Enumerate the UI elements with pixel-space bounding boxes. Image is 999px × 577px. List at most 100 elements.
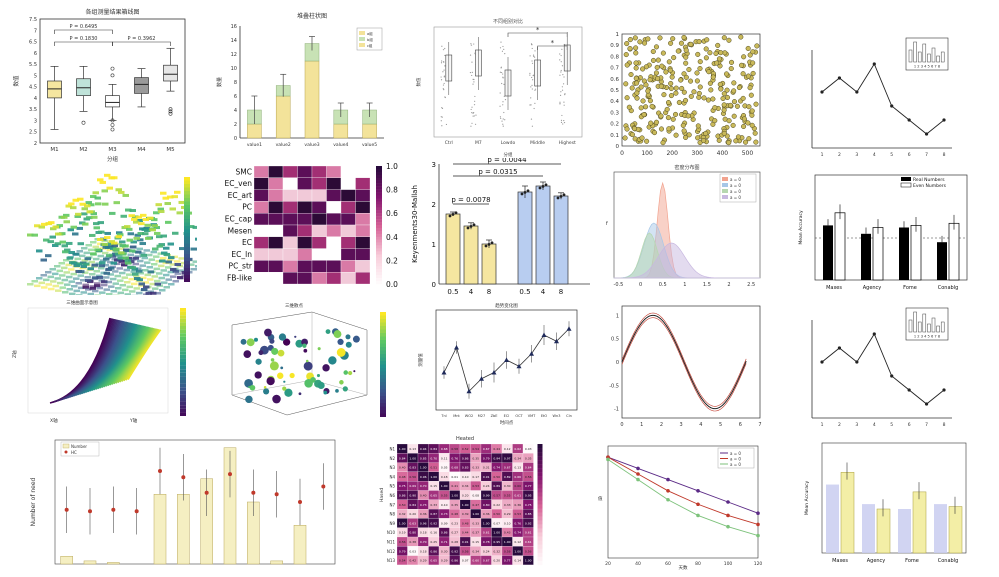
scatter-point xyxy=(748,92,754,98)
heatmap-cell xyxy=(311,248,327,261)
heatmap-cell-value: 0.83 xyxy=(409,466,416,470)
heatmap-cell-value: 0.13 xyxy=(514,466,521,470)
surface-cell xyxy=(144,223,151,227)
heatmap-row-label: N7 xyxy=(389,502,395,507)
surface-cell xyxy=(62,250,69,254)
colorbar-cell xyxy=(376,166,382,170)
colorbar-cell xyxy=(380,340,386,344)
box-point xyxy=(502,45,504,48)
bar xyxy=(912,491,927,554)
floor-cell xyxy=(49,268,56,271)
heatmap-cell-value: 0.23 xyxy=(451,521,458,525)
surface-cell xyxy=(68,250,75,254)
surface-cell xyxy=(93,226,100,230)
x-tick-label: Maxes xyxy=(826,285,842,291)
heatmap-cell xyxy=(355,189,371,202)
colorbar-cell xyxy=(180,322,186,326)
scatter-point xyxy=(624,62,630,68)
scatter-point xyxy=(714,60,720,66)
series-point xyxy=(924,402,929,406)
colorbar-cell xyxy=(376,272,382,276)
panel-heatmap-1: SMC EC_ven EC_art PC EC_cap Mesen EC EC_ln PC_st… xyxy=(212,160,402,300)
scatter-point xyxy=(653,119,660,125)
colorbar-cell xyxy=(376,233,382,237)
surface-cell xyxy=(138,282,145,286)
surface-cell xyxy=(77,197,84,201)
heatmap-cell-value: 0.35 xyxy=(525,456,532,460)
colorbar-cell xyxy=(537,516,543,521)
x-tick-label: 1 xyxy=(821,152,824,158)
x-tick-label: value4 xyxy=(333,142,348,148)
surface-cell xyxy=(154,282,161,286)
box-point xyxy=(561,65,564,67)
surface-cell xyxy=(120,214,127,218)
scatter-point xyxy=(726,140,732,146)
colorbar-cell xyxy=(180,365,186,370)
box-point xyxy=(471,106,473,108)
colorbar-cell xyxy=(184,194,190,198)
surface-strip xyxy=(115,327,154,384)
scatter-point xyxy=(716,137,722,143)
heatmap-cell-value: 0.92 xyxy=(451,549,458,553)
surface-cell xyxy=(118,190,125,194)
heatmap-cell-value: 0.80 xyxy=(483,503,490,507)
scatter-point xyxy=(627,45,633,52)
scatter-point xyxy=(736,84,742,91)
box-point xyxy=(441,116,443,118)
scatter-point xyxy=(303,361,313,371)
box-point xyxy=(443,61,445,63)
surface-cell xyxy=(151,218,158,222)
panel-sine: 0 1 2 3 4 5 6 7 -1 -0.5 0 0.5 1 xyxy=(600,300,768,435)
box-point xyxy=(472,115,474,117)
surface-cell xyxy=(95,202,102,206)
box-point xyxy=(443,75,446,77)
heatmap-cell-value: 0.48 xyxy=(399,475,406,479)
floor-cell xyxy=(160,269,167,272)
x-tick-label: WO2 xyxy=(465,414,473,418)
heatmap-cell-value: 0.13 xyxy=(409,447,416,451)
heatmap-1-chart: SMCEC_venEC_artPCEC_capMesenECEC_lnPC_st… xyxy=(224,162,398,289)
scatter-point xyxy=(752,130,758,136)
series-point xyxy=(907,118,911,122)
heatmap-cell-value: 1.00 xyxy=(514,549,521,553)
box-point xyxy=(529,72,531,74)
scatter-point xyxy=(710,74,716,80)
heatmap-cell-value: 0.58 xyxy=(451,447,458,451)
floor-cell xyxy=(150,250,157,254)
heatmap-cell-value: 0.85 xyxy=(525,512,532,516)
y-axis-label: 数量 xyxy=(216,77,223,87)
floor-cell xyxy=(131,282,138,286)
surface-cell xyxy=(80,265,87,269)
box-point xyxy=(499,47,502,49)
colorbar-cell xyxy=(380,389,386,393)
series-point xyxy=(855,90,859,94)
scatter-point xyxy=(745,120,751,126)
box-body xyxy=(47,80,62,99)
floor-cell xyxy=(61,278,68,282)
colorbar-cell xyxy=(376,195,382,199)
panel-surface-1 xyxy=(12,165,206,310)
surface-cell xyxy=(133,220,140,224)
colorbar-cell xyxy=(380,392,386,396)
scatter-point xyxy=(639,135,645,141)
chart-title: 三维曲面示意图 xyxy=(66,299,98,306)
colorbar-cell xyxy=(537,492,543,497)
heatmap-row-label: EC_art xyxy=(228,191,252,200)
data-point xyxy=(466,226,470,230)
scatter-point xyxy=(263,385,267,389)
heatmap-row-label: Mesen xyxy=(228,226,253,235)
surface-cell xyxy=(94,196,101,200)
colorbar-cell xyxy=(537,488,543,493)
floor-cell xyxy=(117,279,124,282)
scatter-point xyxy=(651,130,658,136)
scatter-point xyxy=(632,126,638,132)
box-point xyxy=(442,49,445,51)
y-tick-label: -0.5 xyxy=(609,383,619,389)
x-axis-label: 时间点 xyxy=(500,419,514,426)
box-point xyxy=(530,97,532,99)
heatmap-cell-value: 0.38 xyxy=(409,540,416,544)
data-point xyxy=(88,509,92,514)
floor-cell xyxy=(97,242,104,246)
